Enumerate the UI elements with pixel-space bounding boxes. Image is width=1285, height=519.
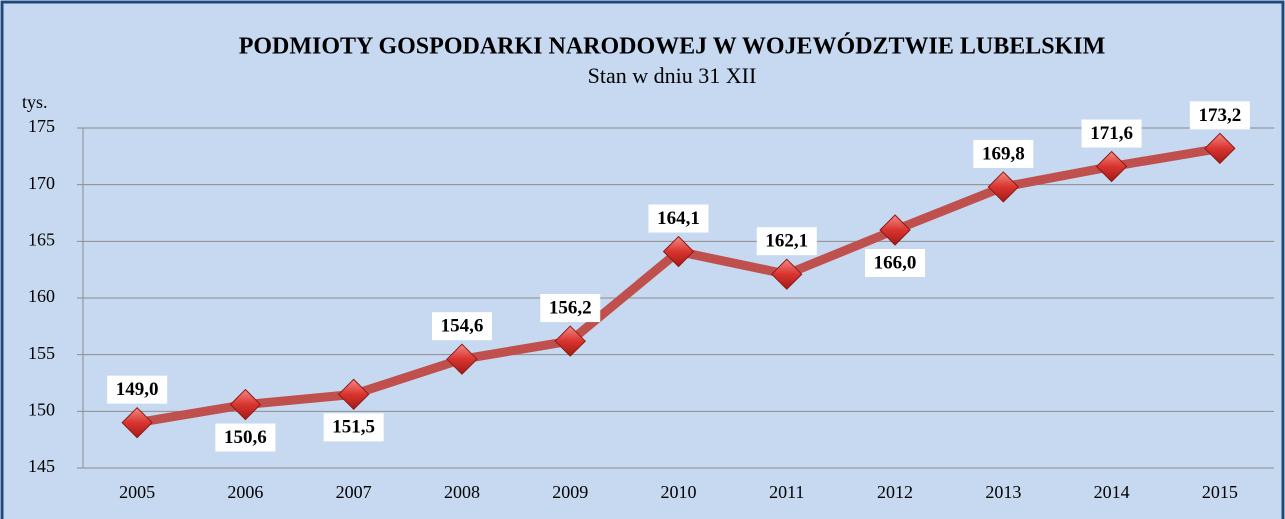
y-tick-label: 165 <box>28 229 55 249</box>
y-tick-label: 170 <box>28 173 55 193</box>
data-label-box <box>1081 119 1142 148</box>
x-tick-label: 2012 <box>877 482 913 502</box>
data-label-box <box>540 294 601 323</box>
data-label-box <box>1189 101 1250 130</box>
marker <box>771 258 803 290</box>
y-tick-label: 155 <box>28 343 55 363</box>
x-tick-label: 2009 <box>552 482 588 502</box>
data-label: 162,1 <box>765 231 808 252</box>
x-tick-label: 2010 <box>661 482 697 502</box>
marker <box>446 343 478 375</box>
x-tick-label: 2011 <box>769 482 804 502</box>
marker <box>1204 132 1236 165</box>
data-label-box <box>648 204 709 233</box>
chart-subtitle: Stan w dniu 31 XII <box>588 63 757 88</box>
data-label: 171,6 <box>1090 123 1133 144</box>
data-label-box <box>756 227 817 256</box>
marker <box>879 214 911 246</box>
chart-title: PODMIOTY GOSPODARKI NARODOWEJ W WOJEWÓDZ… <box>239 33 1106 60</box>
y-tick-label: 145 <box>28 456 55 476</box>
marker <box>662 235 695 268</box>
data-label: 166,0 <box>874 252 917 273</box>
marker <box>337 378 370 411</box>
x-tick-label: 2015 <box>1202 482 1238 502</box>
x-tick-label: 2014 <box>1094 482 1130 502</box>
data-label: 151,5 <box>332 417 375 438</box>
marker <box>229 388 262 421</box>
data-label: 156,2 <box>549 297 592 318</box>
marker <box>554 325 586 357</box>
x-tick-label: 2007 <box>336 482 372 502</box>
data-label: 164,1 <box>657 208 700 229</box>
data-label-box <box>431 312 492 341</box>
x-tick-label: 2005 <box>119 482 155 502</box>
data-label-box <box>973 139 1034 168</box>
x-tick-label: 2006 <box>227 482 263 502</box>
y-axis-label: tys. <box>22 92 48 112</box>
data-label-box <box>215 423 276 452</box>
marker <box>121 406 153 439</box>
data-label: 154,6 <box>441 316 484 337</box>
data-label-box <box>107 375 168 404</box>
y-tick-label: 150 <box>28 399 55 419</box>
data-label-box <box>865 249 926 277</box>
x-tick-label: 2008 <box>444 482 480 502</box>
y-tick-label: 175 <box>28 116 55 136</box>
x-tick-label: 2013 <box>985 482 1021 502</box>
data-label-box <box>323 413 384 442</box>
data-label: 169,8 <box>982 143 1025 164</box>
data-label: 150,6 <box>224 427 267 448</box>
marker <box>1095 150 1128 183</box>
marker <box>987 171 1020 203</box>
y-tick-label: 160 <box>28 286 55 306</box>
data-label: 173,2 <box>1198 105 1241 126</box>
data-label: 149,0 <box>116 379 159 400</box>
